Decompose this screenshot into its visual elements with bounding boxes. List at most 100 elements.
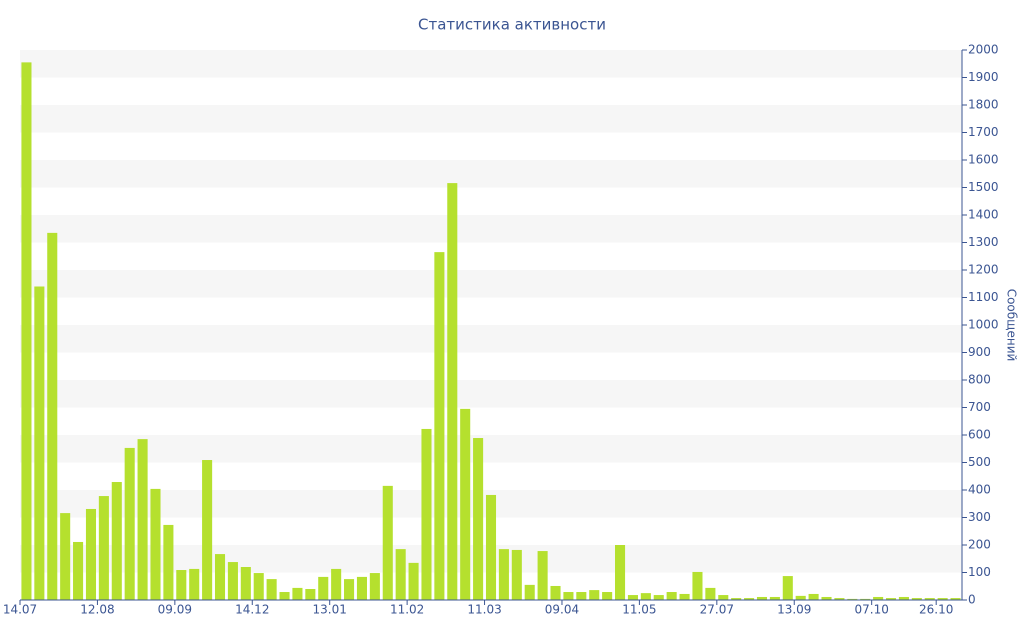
- bar: [395, 549, 406, 600]
- bar: [73, 541, 84, 600]
- bar: [279, 592, 290, 600]
- y-tick-label: 200: [968, 538, 991, 552]
- bar: [331, 568, 342, 600]
- bar: [950, 598, 961, 600]
- grid-band: [20, 50, 962, 78]
- bar: [150, 488, 161, 600]
- bar: [563, 592, 574, 600]
- bar: [666, 592, 677, 600]
- bar: [782, 576, 793, 600]
- bar: [369, 573, 380, 600]
- bar: [873, 596, 884, 600]
- x-tick-label: 27.07: [700, 603, 734, 617]
- y-tick-label: 1600: [968, 153, 999, 167]
- x-tick-label: 09.04: [545, 603, 579, 617]
- y-tick-label: 800: [968, 373, 991, 387]
- bar: [524, 584, 535, 600]
- x-tick-label: 11.02: [390, 603, 424, 617]
- y-tick-label: 100: [968, 565, 991, 579]
- chart-title: Статистика активности: [418, 16, 606, 34]
- bar: [60, 513, 71, 600]
- bar: [137, 439, 148, 600]
- bar: [898, 596, 909, 600]
- x-tick-label: 14.07: [3, 603, 37, 617]
- bar: [318, 576, 329, 600]
- bar: [176, 570, 187, 600]
- y-tick-label: 600: [968, 428, 991, 442]
- bar: [498, 549, 509, 600]
- bar: [266, 579, 277, 600]
- y-tick-label: 1200: [968, 263, 999, 277]
- bar: [305, 589, 316, 600]
- bar: [85, 508, 97, 600]
- bar: [834, 598, 845, 600]
- x-tick-label: 26.10: [919, 603, 953, 617]
- bar: [653, 595, 664, 600]
- bar: [937, 598, 948, 600]
- bar: [795, 595, 806, 600]
- y-tick-label: 1000: [968, 318, 999, 332]
- y-tick-label: 700: [968, 400, 991, 414]
- x-tick-label: 11.03: [467, 603, 501, 617]
- bar: [847, 598, 858, 600]
- x-tick-label: 09.09: [158, 603, 192, 617]
- grid-band: [20, 270, 962, 298]
- x-tick-label: 13.01: [313, 603, 347, 617]
- bar: [240, 567, 251, 600]
- bar: [460, 408, 471, 600]
- bar: [821, 596, 832, 600]
- y-tick-label: 1300: [968, 235, 999, 249]
- grid-band: [20, 160, 962, 188]
- bar: [382, 485, 393, 600]
- bar: [808, 593, 819, 600]
- bar: [705, 587, 716, 600]
- bar: [860, 598, 871, 600]
- x-tick-label: 12.08: [80, 603, 114, 617]
- x-tick-label: 11.05: [622, 603, 656, 617]
- bar: [550, 585, 561, 600]
- x-tick-label: 13.09: [777, 603, 811, 617]
- bar: [408, 562, 419, 600]
- bar: [111, 482, 122, 600]
- bar: [434, 252, 445, 600]
- y-tick-label: 400: [968, 483, 991, 497]
- y-tick-label: 500: [968, 455, 991, 469]
- y-tick-label: 0: [968, 593, 976, 607]
- bar: [202, 460, 213, 600]
- y-tick-label: 1500: [968, 180, 999, 194]
- bar: [421, 428, 432, 600]
- grid-band: [20, 435, 962, 463]
- y-tick-label: 2000: [968, 43, 999, 57]
- bar: [911, 598, 922, 600]
- bar: [602, 592, 613, 600]
- bar: [356, 576, 367, 600]
- y-tick-label: 1700: [968, 125, 999, 139]
- bar: [692, 571, 703, 600]
- y-tick-label: 1900: [968, 70, 999, 84]
- bar: [447, 183, 458, 600]
- y-tick-label: 1400: [968, 208, 999, 222]
- bar: [615, 545, 626, 600]
- bar: [189, 568, 200, 600]
- grid-band: [20, 215, 962, 243]
- bar: [589, 590, 600, 600]
- bar: [21, 62, 32, 600]
- bar: [485, 494, 497, 600]
- bar: [924, 598, 935, 600]
- bar: [227, 562, 238, 600]
- grid-band: [20, 380, 962, 408]
- bar: [885, 598, 897, 600]
- bar: [769, 596, 780, 600]
- bar: [473, 438, 484, 600]
- bar: [253, 573, 264, 600]
- bar: [718, 595, 729, 600]
- bar: [679, 593, 690, 600]
- bar: [731, 598, 742, 600]
- bar: [214, 554, 226, 600]
- bar: [124, 447, 135, 600]
- x-tick-label: 14.12: [235, 603, 269, 617]
- bar: [34, 286, 45, 600]
- y-tick-label: 1100: [968, 290, 999, 304]
- grid-band: [20, 325, 962, 353]
